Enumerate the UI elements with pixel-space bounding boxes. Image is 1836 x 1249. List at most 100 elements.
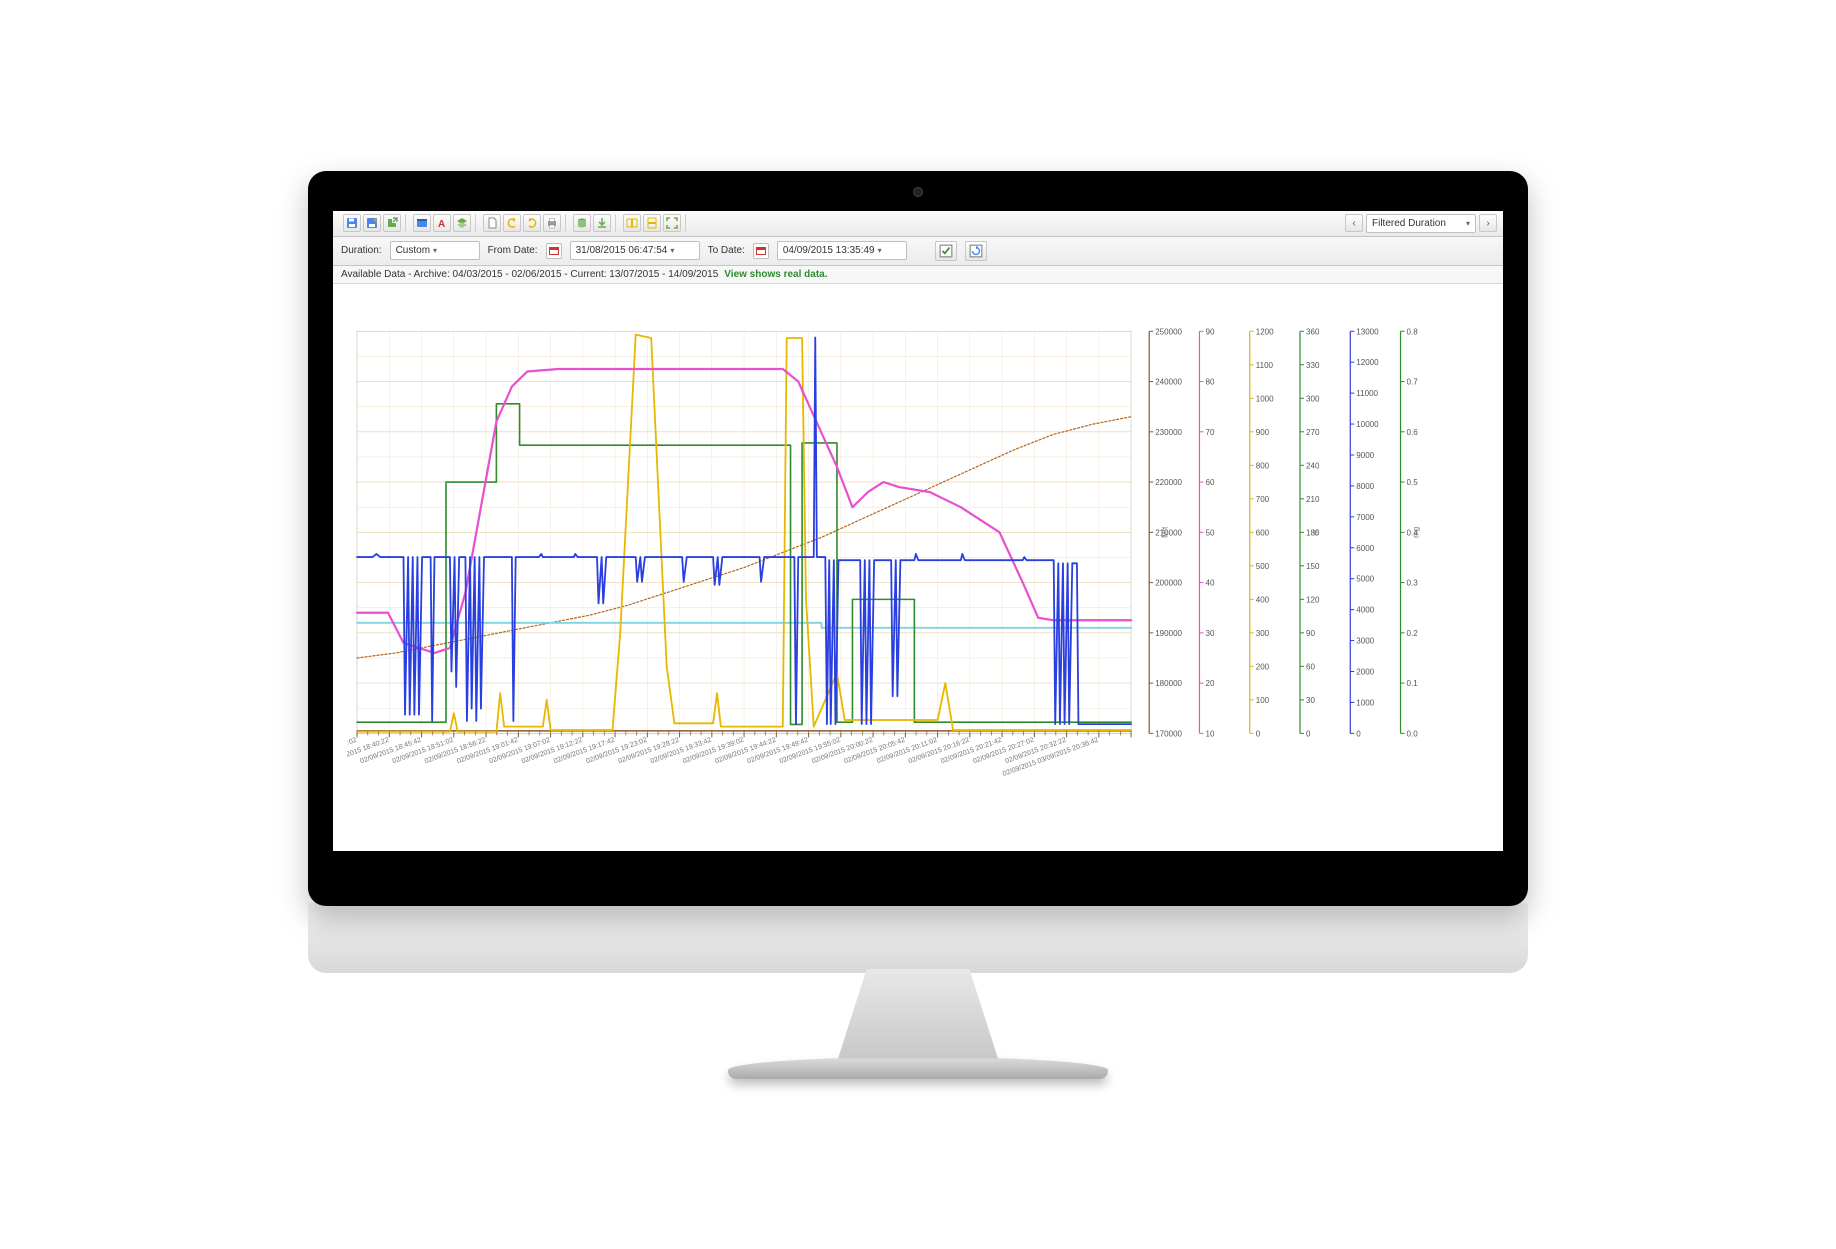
calendar-icon[interactable] [546, 243, 562, 259]
svg-text:300: 300 [1306, 394, 1320, 403]
svg-text:80: 80 [1205, 377, 1214, 386]
window-button[interactable] [413, 214, 431, 232]
svg-text:60: 60 [1306, 662, 1315, 671]
svg-text:240000: 240000 [1155, 377, 1182, 386]
filter-bar: Duration: Custom ▾ From Date: 31/08/2015… [333, 237, 1503, 266]
svg-text:3000: 3000 [1356, 636, 1374, 645]
svg-text:1100: 1100 [1256, 360, 1274, 369]
trend-chart: 02/09/2015 18:35:0202/09/2015 18:40:2202… [347, 292, 1493, 841]
screen: A [333, 211, 1503, 851]
from-date-value: 31/08/2015 06:47:54 [576, 245, 668, 256]
print-button[interactable] [543, 214, 561, 232]
duration-label: Duration: [341, 245, 382, 256]
svg-text:300: 300 [1256, 628, 1270, 637]
svg-text:240: 240 [1306, 461, 1320, 470]
svg-text:210: 210 [1306, 494, 1320, 503]
svg-text:900: 900 [1256, 427, 1270, 436]
svg-text:40: 40 [1205, 578, 1214, 587]
svg-text:1000: 1000 [1256, 394, 1274, 403]
from-date-label: From Date: [488, 245, 538, 256]
to-date-label: To Date: [708, 245, 745, 256]
svg-text:200: 200 [1256, 662, 1270, 671]
svg-text:600: 600 [1256, 528, 1270, 537]
svg-text:200000: 200000 [1155, 578, 1182, 587]
svg-text:800: 800 [1256, 461, 1270, 470]
svg-text:2000: 2000 [1356, 667, 1374, 676]
svg-text:60: 60 [1205, 478, 1214, 487]
chart-container: 02/09/2015 18:35:0202/09/2015 18:40:2202… [333, 284, 1503, 851]
database-button[interactable] [573, 214, 591, 232]
svg-text:12000: 12000 [1356, 358, 1379, 367]
from-date-field[interactable]: 31/08/2015 06:47:54 ▾ [570, 241, 700, 260]
svg-text:30: 30 [1306, 695, 1315, 704]
svg-text:190000: 190000 [1155, 628, 1182, 637]
svg-text:30: 30 [1205, 628, 1214, 637]
apply-button[interactable] [935, 241, 957, 261]
svg-text:50: 50 [1205, 528, 1214, 537]
svg-text:8000: 8000 [1356, 481, 1374, 490]
svg-text:1200: 1200 [1256, 327, 1274, 336]
save-button[interactable] [343, 214, 361, 232]
monitor-foot [728, 1057, 1108, 1079]
svg-text:4000: 4000 [1356, 605, 1374, 614]
svg-text:270: 270 [1306, 427, 1320, 436]
nav-prev-button[interactable]: ‹ [1345, 214, 1363, 232]
main-toolbar: A [333, 211, 1503, 237]
svg-text:mg: mg [1412, 526, 1421, 537]
chevron-down-icon: ▾ [878, 246, 882, 255]
svg-text:Mft: Mft [1160, 525, 1169, 537]
to-date-field[interactable]: 04/09/2015 13:35:49 ▾ [777, 241, 907, 260]
svg-text:9000: 9000 [1356, 451, 1374, 460]
save-as-button[interactable] [363, 214, 381, 232]
monitor-chin [308, 903, 1528, 973]
to-date-value: 04/09/2015 13:35:49 [783, 245, 875, 256]
svg-text:0: 0 [1256, 729, 1261, 738]
monitor-stand [838, 969, 998, 1059]
view-mode-dropdown[interactable]: Filtered Duration ▾ [1366, 214, 1476, 233]
status-live-text: View shows real data. [724, 269, 827, 280]
chevron-down-icon: ▾ [1466, 219, 1470, 228]
font-button[interactable]: A [433, 214, 451, 232]
svg-text:0: 0 [1306, 729, 1311, 738]
svg-text:70: 70 [1205, 427, 1214, 436]
svg-text:0.0: 0.0 [1407, 729, 1419, 738]
vsplit-button[interactable] [623, 214, 641, 232]
svg-text:0.6: 0.6 [1407, 427, 1419, 436]
view-mode-label: Filtered Duration [1372, 218, 1446, 229]
svg-text:A: A [438, 219, 445, 229]
svg-text:20: 20 [1205, 679, 1214, 688]
status-bar: Available Data - Archive: 04/03/2015 - 0… [333, 266, 1503, 284]
svg-text:360: 360 [1306, 327, 1320, 336]
status-text: Available Data - Archive: 04/03/2015 - 0… [341, 269, 718, 280]
duration-dropdown[interactable]: Custom ▾ [390, 241, 480, 260]
refresh-button[interactable] [965, 241, 987, 261]
fullscreen-button[interactable] [663, 214, 681, 232]
svg-text:0.7: 0.7 [1407, 377, 1419, 386]
nav-next-button[interactable]: › [1479, 214, 1497, 232]
monitor-bezel: A [308, 171, 1528, 906]
svg-text:90: 90 [1306, 628, 1315, 637]
redo-button[interactable] [523, 214, 541, 232]
hsplit-button[interactable] [643, 214, 661, 232]
layers-button[interactable] [453, 214, 471, 232]
export-button[interactable] [383, 214, 401, 232]
svg-text:220000: 220000 [1155, 478, 1182, 487]
svg-text:0.5: 0.5 [1407, 478, 1419, 487]
svg-text:500: 500 [1256, 561, 1270, 570]
svg-text:400: 400 [1256, 595, 1270, 604]
svg-text:120: 120 [1306, 595, 1320, 604]
calendar-icon[interactable] [753, 243, 769, 259]
document-button[interactable] [483, 214, 501, 232]
monitor-mockup: A [308, 171, 1528, 1079]
svg-text:0: 0 [1356, 729, 1361, 738]
svg-text:330: 330 [1306, 360, 1320, 369]
chevron-down-icon: ▾ [670, 246, 674, 255]
svg-text:700: 700 [1256, 494, 1270, 503]
undo-button[interactable] [503, 214, 521, 232]
svg-text:10: 10 [1205, 729, 1214, 738]
svg-text:5000: 5000 [1356, 574, 1374, 583]
svg-text:90: 90 [1205, 327, 1214, 336]
download-button[interactable] [593, 214, 611, 232]
svg-text:100: 100 [1256, 695, 1270, 704]
svg-text:6000: 6000 [1356, 543, 1374, 552]
